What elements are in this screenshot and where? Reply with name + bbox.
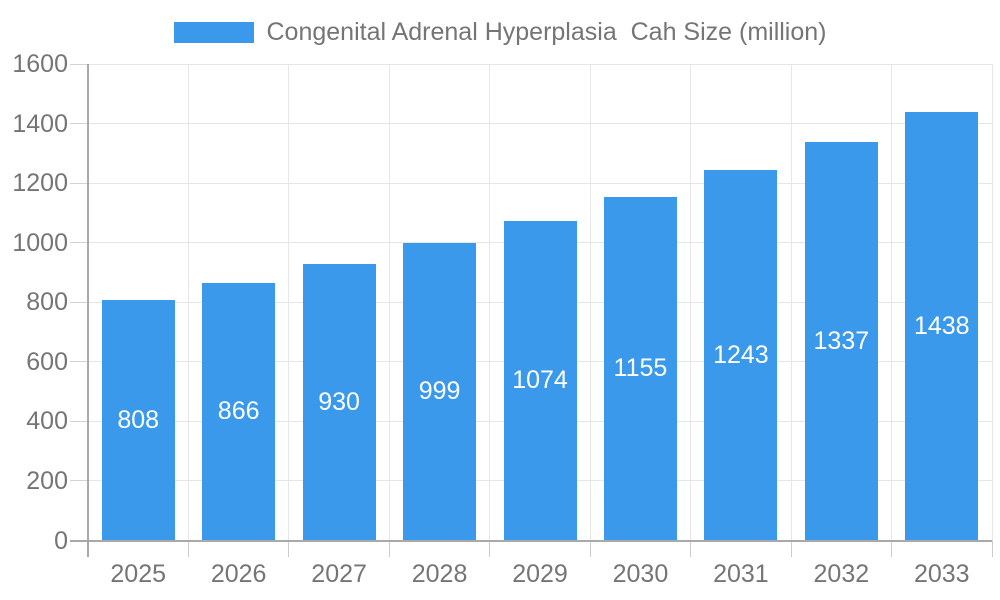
x-axis-label: 2033 [913, 560, 970, 588]
h-gridline [88, 123, 992, 125]
v-gridline [187, 64, 189, 541]
x-axis-tick [388, 540, 390, 557]
y-axis-tick [70, 63, 88, 65]
y-axis-tick [70, 182, 88, 184]
v-gridline [589, 64, 591, 541]
bar-value-label: 1438 [913, 311, 970, 340]
x-axis-label: 2030 [612, 560, 669, 588]
bar-value-label: 866 [217, 397, 260, 426]
v-gridline [790, 64, 792, 541]
y-axis-tick [70, 420, 88, 422]
bar-value-label: 1243 [713, 340, 769, 369]
bar-value-label: 808 [117, 405, 160, 434]
x-axis-tick [991, 540, 993, 557]
y-axis-tick [70, 242, 88, 244]
x-axis-label: 2032 [813, 560, 870, 588]
x-axis-tick [288, 540, 290, 557]
bar[interactable]: 866 [202, 282, 276, 541]
v-gridline [891, 64, 893, 541]
y-axis-tick [70, 123, 88, 125]
x-axis-tick [690, 540, 692, 557]
y-axis-label: 1200 [12, 169, 68, 198]
bar[interactable]: 1337 [804, 142, 878, 541]
v-gridline [991, 64, 993, 541]
x-axis-tick [891, 540, 893, 557]
y-axis-label: 600 [26, 347, 68, 376]
bar[interactable]: 1438 [905, 112, 979, 541]
bar-value-label: 999 [418, 377, 461, 406]
h-gridline [88, 63, 992, 65]
v-gridline [388, 64, 390, 541]
legend-swatch[interactable] [173, 21, 254, 43]
x-axis-label: 2025 [110, 560, 167, 588]
y-axis-tick [70, 301, 88, 303]
y-axis-label: 400 [26, 407, 68, 436]
y-axis-tick [70, 480, 88, 482]
x-axis-label: 2029 [512, 560, 568, 588]
x-axis-label: 2028 [411, 560, 468, 588]
x-axis-tick [489, 540, 491, 557]
x-axis-label: 2031 [713, 560, 769, 588]
y-axis-line [87, 64, 89, 557]
bar[interactable]: 999 [403, 242, 477, 541]
bar-value-label: 1074 [512, 366, 568, 395]
bar[interactable]: 808 [101, 299, 175, 541]
h-gridline [88, 182, 992, 184]
x-axis-tick [187, 540, 189, 557]
x-axis-line [70, 539, 992, 542]
bar[interactable]: 1155 [603, 196, 677, 541]
y-axis-label: 1000 [12, 228, 68, 257]
bar[interactable]: 1074 [503, 220, 577, 541]
bar-value-label: 930 [318, 387, 360, 416]
bar[interactable]: 930 [302, 263, 376, 541]
y-axis-label: 1600 [12, 50, 68, 78]
v-gridline [288, 64, 290, 541]
legend[interactable]: Congenital Adrenal Hyperplasia Cah Size … [0, 15, 1000, 49]
x-axis-label: 2027 [311, 560, 367, 588]
y-axis-label: 200 [26, 466, 68, 495]
bar-value-label: 1155 [613, 354, 668, 382]
legend-label: Congenital Adrenal Hyperplasia Cah Size … [266, 18, 827, 46]
y-axis-tick [70, 361, 88, 363]
bar[interactable]: 1243 [704, 170, 778, 541]
x-axis-label: 2026 [210, 560, 267, 588]
v-gridline [489, 64, 491, 541]
y-axis-label: 1400 [12, 109, 68, 138]
x-axis-tick [790, 540, 792, 557]
y-axis-label: 800 [26, 288, 68, 317]
v-gridline [690, 64, 692, 541]
x-axis-tick [589, 540, 591, 557]
bar-value-label: 1337 [813, 326, 870, 355]
y-axis-label: 0 [54, 526, 68, 555]
